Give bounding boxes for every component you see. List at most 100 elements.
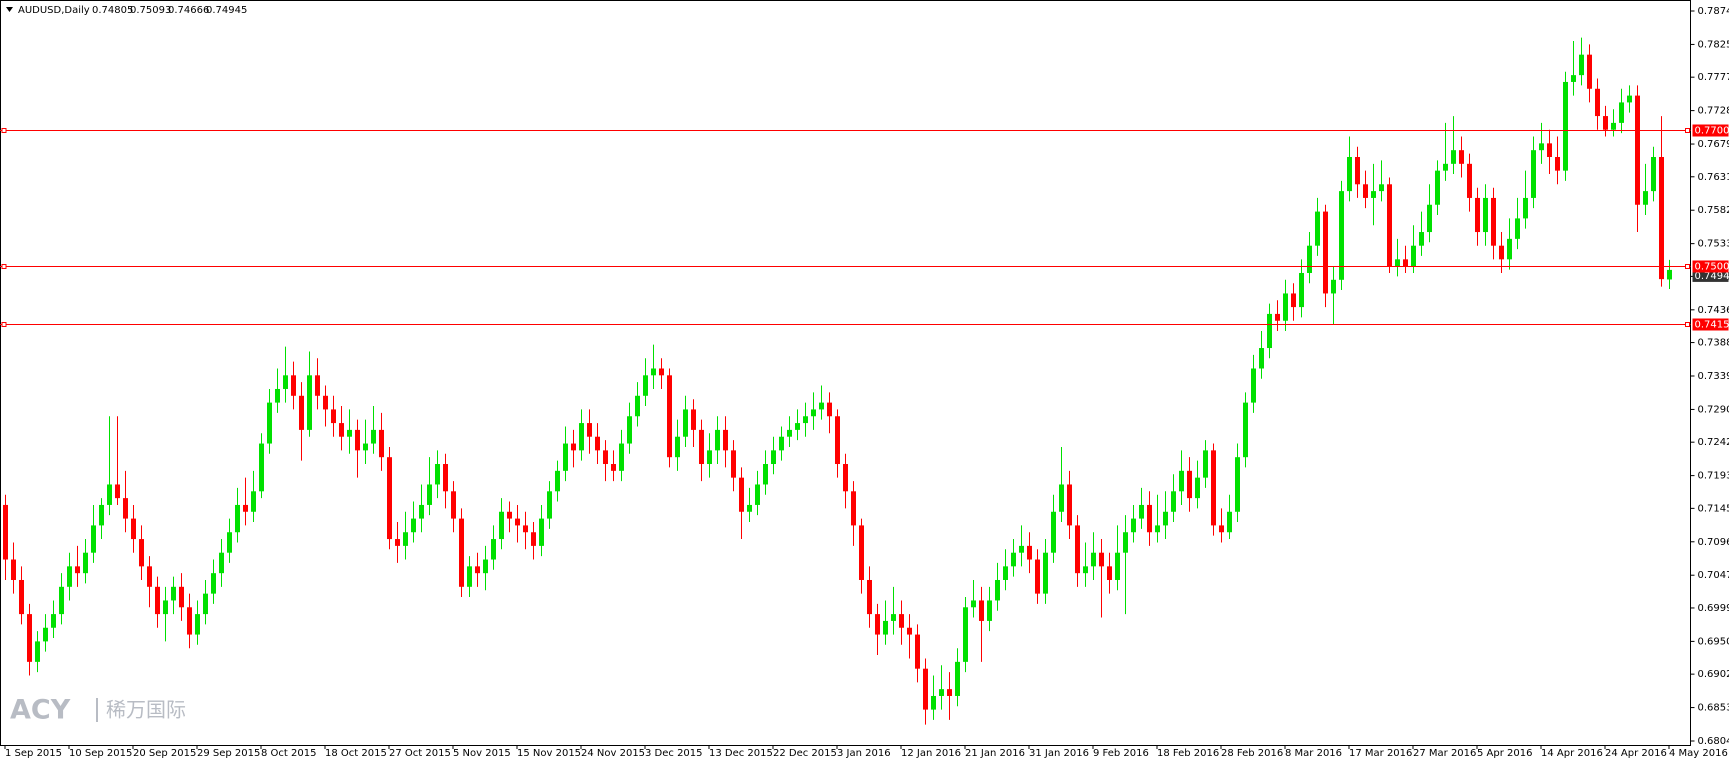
candle-body [27, 614, 32, 662]
candle-body [171, 586, 176, 601]
x-tick-label: 22 Dec 2015 [773, 748, 837, 759]
candle-body [1667, 269, 1672, 280]
candle-body [459, 518, 464, 587]
candle-body [483, 559, 488, 574]
x-tick-label: 18 Feb 2016 [1157, 748, 1219, 759]
candle-body [667, 375, 672, 458]
candle-body [835, 416, 840, 465]
x-tick-label: 27 Mar 2016 [1413, 748, 1476, 759]
x-tick-label: 20 Sep 2015 [133, 748, 196, 759]
candle-body [907, 627, 912, 635]
candle-body [923, 668, 928, 710]
x-tick-label: 24 Nov 2015 [581, 748, 645, 759]
candle-body [659, 368, 664, 376]
line-handle [1685, 128, 1690, 133]
candle-body [1219, 525, 1224, 533]
candle-body [563, 443, 568, 471]
candle-body [699, 429, 704, 465]
candle-body [723, 429, 728, 451]
candle-body [11, 559, 16, 580]
candle-body [179, 586, 184, 608]
candle-body [979, 600, 984, 621]
candle-body [323, 395, 328, 410]
candle-body [1051, 511, 1056, 553]
candle-body [395, 539, 400, 546]
candle-body [1611, 122, 1616, 130]
candle-body [451, 491, 456, 519]
watermark-text: 稀万国际 [106, 698, 186, 722]
candle-body [1571, 75, 1576, 82]
candle-body [1363, 184, 1368, 198]
candle-body [947, 689, 952, 696]
candle-body [1043, 552, 1048, 594]
close-value: 0.74945 [206, 5, 247, 16]
candle-body [1067, 484, 1072, 526]
candle-body [1315, 211, 1320, 246]
candle-body [363, 443, 368, 451]
candle-body [1083, 566, 1088, 574]
y-tick-label: 0.76790 [1698, 139, 1729, 150]
x-tick-label: 1 Sep 2015 [5, 748, 62, 759]
candle-body [419, 504, 424, 519]
candle-body [1411, 245, 1416, 267]
candle-body [1299, 272, 1304, 308]
x-tick-label: 5 Apr 2016 [1477, 748, 1532, 759]
candle-body [1139, 504, 1144, 519]
candle-body [875, 614, 880, 635]
candle-body [1235, 457, 1240, 512]
candle-body [675, 436, 680, 458]
candle-body [1419, 232, 1424, 246]
candle-body [643, 375, 648, 396]
x-tick-label: 12 Jan 2016 [901, 748, 961, 759]
candle-body [1283, 293, 1288, 321]
candle-body [1275, 313, 1280, 321]
y-tick-label: 0.78250 [1698, 39, 1729, 50]
x-tick-label: 4 May 2016 [1669, 748, 1728, 759]
candle-body [1547, 143, 1552, 157]
symbol: AUDUSD,Daily [18, 5, 90, 16]
candle-body [963, 607, 968, 662]
candle-body [291, 375, 296, 396]
candle-body [1379, 184, 1384, 192]
candle-body [195, 614, 200, 635]
x-tick-label: 21 Jan 2016 [965, 748, 1025, 759]
line-handle [1685, 322, 1690, 327]
candle-body [1163, 511, 1168, 526]
candle-body [635, 395, 640, 417]
x-tick-label: 31 Jan 2016 [1029, 748, 1089, 759]
candle-body [1427, 204, 1432, 233]
candle-body [587, 423, 592, 437]
y-tick-label: 0.77770 [1698, 72, 1729, 83]
y-tick-label: 0.73880 [1698, 338, 1729, 349]
candle-body [51, 614, 56, 628]
candle-body [1339, 191, 1344, 280]
x-tick-label: 8 Mar 2016 [1285, 748, 1342, 759]
candle-body [819, 402, 824, 410]
candle-body [1155, 525, 1160, 533]
candle-body [507, 511, 512, 519]
x-tick-label: 3 Dec 2015 [645, 748, 703, 759]
y-tick-label: 0.69500 [1698, 636, 1729, 647]
menu-arrow [6, 7, 13, 12]
candle-body [1451, 150, 1456, 164]
x-tick-label: 24 Apr 2016 [1605, 748, 1667, 759]
bid-label: 0.74945 [1695, 271, 1729, 282]
candle-body [715, 429, 720, 451]
y-tick-label: 0.74360 [1698, 305, 1729, 316]
candle-body [235, 504, 240, 533]
y-tick-label: 0.68530 [1698, 703, 1729, 714]
candle-body [267, 402, 272, 444]
candle-body [67, 566, 72, 587]
candle-body [1211, 450, 1216, 526]
y-tick-label: 0.75330 [1698, 239, 1729, 250]
x-tick-label: 28 Feb 2016 [1221, 748, 1283, 759]
candle-body [867, 579, 872, 615]
candle-body [19, 579, 24, 615]
candle-body [627, 416, 632, 444]
y-tick-label: 0.71450 [1698, 503, 1729, 514]
candle-body [83, 552, 88, 574]
candle-body [155, 586, 160, 615]
candle-body [251, 491, 256, 512]
